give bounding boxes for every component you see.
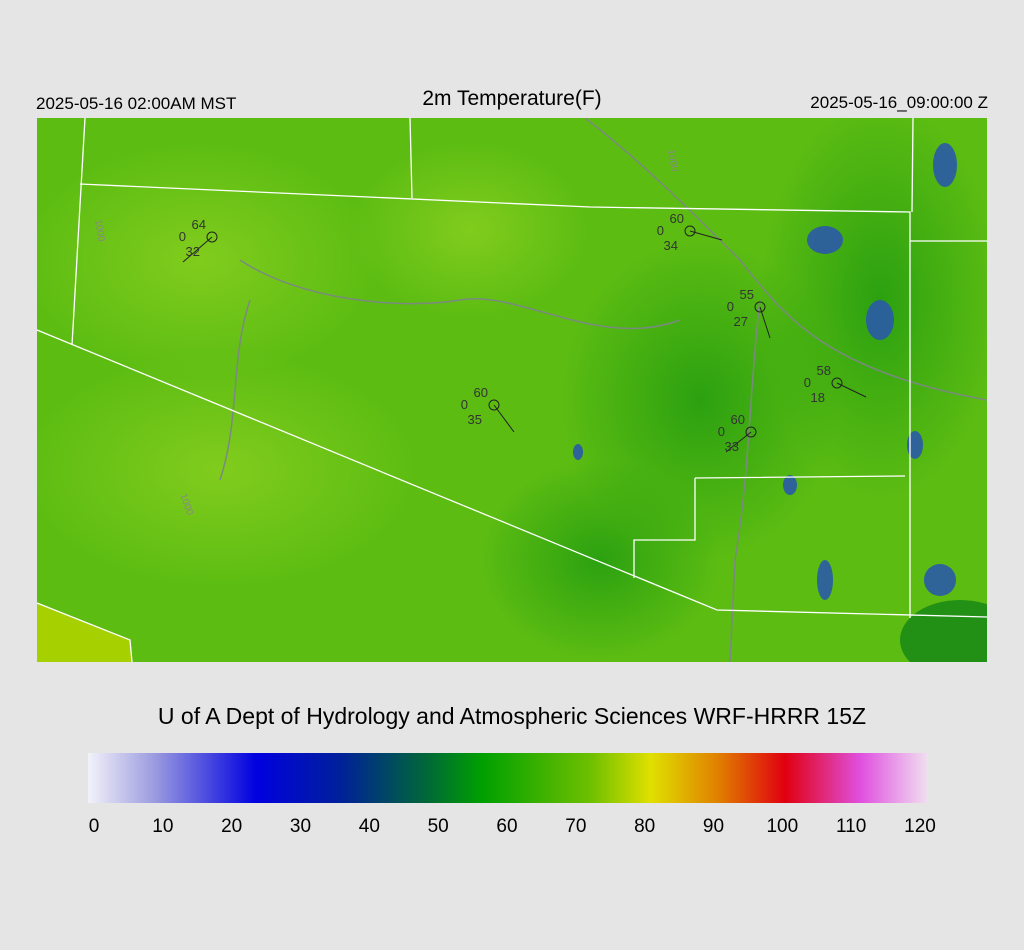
station-circle <box>745 426 757 438</box>
colorbar-tick-label: 0 <box>89 816 100 837</box>
colorbar-tick-label: 110 <box>836 816 866 837</box>
colorbar-tick-label: 10 <box>152 816 173 837</box>
colorbar-tick-label: 120 <box>904 816 936 837</box>
wind-barb <box>493 404 515 433</box>
credit: U of A Dept of Hydrology and Atmospheric… <box>158 703 866 729</box>
title: 2m Temperature(F) <box>422 87 601 110</box>
station-circle <box>754 301 766 313</box>
dewpoint: 27 <box>734 314 748 329</box>
station-circle <box>684 225 696 237</box>
wind-barb <box>759 306 771 339</box>
station-value: 0 <box>804 375 811 390</box>
dewpoint: 35 <box>468 412 482 427</box>
colorbar-tick-label: 30 <box>290 816 311 837</box>
colorbar-tick-label: 70 <box>565 816 586 837</box>
colorbar-tick-label: 90 <box>703 816 724 837</box>
temperature: 60 <box>474 385 488 400</box>
station-circle <box>206 231 218 243</box>
dewpoint: 33 <box>725 439 739 454</box>
valid-utc: 2025-05-16_09:00:00 Z <box>810 93 988 112</box>
temperature: 64 <box>192 217 206 232</box>
colorbar-tick-label: 80 <box>634 816 655 837</box>
dewpoint: 32 <box>186 244 200 259</box>
temperature: 55 <box>740 287 754 302</box>
wind-barb <box>725 431 752 453</box>
colorbar-tick-label: 60 <box>496 816 517 837</box>
colorbar-ticks: 0 10 20 30 40 50 60 70 80 90 100 110 120 <box>89 816 936 837</box>
station-circle <box>831 377 843 389</box>
wind-barb <box>182 236 213 263</box>
station-value: 0 <box>718 424 725 439</box>
map: 1000 1000 1000 6403260034550275801860035… <box>37 118 987 662</box>
temperature: 60 <box>731 412 745 427</box>
colorbar-tick-label: 20 <box>221 816 242 837</box>
temperature: 58 <box>817 363 831 378</box>
colorbar-tick-label: 50 <box>428 816 449 837</box>
station-value: 0 <box>179 229 186 244</box>
station-circle <box>488 399 500 411</box>
station-value: 0 <box>461 397 468 412</box>
temperature: 60 <box>670 211 684 226</box>
wind-barb <box>836 382 867 398</box>
colorbar-tick-label: 100 <box>766 816 798 837</box>
contour-label: 1000 <box>92 219 107 243</box>
station-value: 0 <box>727 299 734 314</box>
valid-local: 2025-05-16 02:00AM MST <box>36 94 236 113</box>
wind-barb <box>689 230 723 241</box>
colorbar <box>88 753 928 803</box>
contour-label: 1000 <box>665 149 680 173</box>
dewpoint: 34 <box>664 238 678 253</box>
colorbar-tick-label: 40 <box>359 816 380 837</box>
station-value: 0 <box>657 223 664 238</box>
dewpoint: 18 <box>811 390 825 405</box>
